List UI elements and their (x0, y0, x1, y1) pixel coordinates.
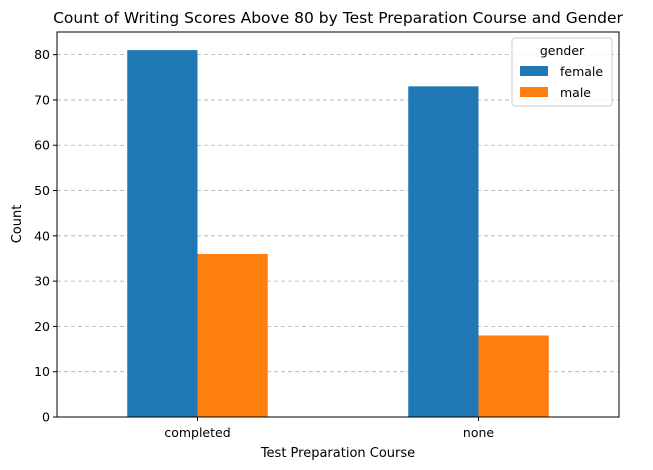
bar-female-completed (127, 50, 198, 417)
legend-title: gender (540, 43, 585, 58)
bar-male-completed (197, 253, 268, 417)
legend-label-female: female (560, 64, 603, 79)
y-tick-label: 0 (42, 410, 50, 425)
bars (127, 50, 549, 418)
y-tick-label: 50 (34, 183, 50, 198)
y-tick-label: 70 (34, 92, 50, 107)
legend-label-male: male (560, 85, 591, 100)
legend-swatch-female (520, 66, 548, 76)
x-tick-label: none (463, 425, 494, 440)
legend: gender female male (511, 37, 613, 107)
x-axis-ticks: completed none (164, 417, 494, 440)
y-tick-label: 60 (34, 138, 50, 153)
x-axis-label: Test Preparation Course (260, 446, 415, 461)
y-tick-label: 20 (34, 319, 50, 334)
bar-female-none (408, 86, 479, 418)
bar-male-none (478, 335, 549, 417)
y-tick-label: 30 (34, 274, 50, 289)
plot-frame (56, 31, 620, 418)
y-axis-label: Count (10, 205, 25, 244)
chart-title: Count of Writing Scores Above 80 by Test… (53, 9, 623, 27)
y-axis-ticks: 0 10 20 30 40 50 60 70 80 (34, 47, 57, 425)
legend-swatch-male (520, 87, 548, 97)
y-tick-label: 10 (34, 364, 50, 379)
y-tick-label: 80 (34, 47, 50, 62)
y-tick-label: 40 (34, 228, 50, 243)
x-tick-label: completed (164, 425, 230, 440)
